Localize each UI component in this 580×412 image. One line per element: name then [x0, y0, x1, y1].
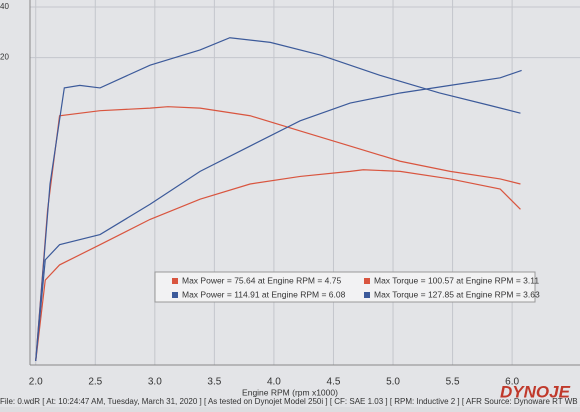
legend-label: Max Power = 114.91 at Engine RPM = 6.08	[182, 289, 346, 299]
x-tick-label: 2.0	[29, 377, 43, 388]
legend	[154, 271, 536, 303]
legend-label: Max Power = 75.64 at Engine RPM = 4.75	[182, 275, 342, 285]
legend-label: Max Torque = 127.85 at Engine RPM = 3.63	[374, 289, 540, 299]
x-tick-label: 4.5	[327, 377, 341, 388]
x-tick-label: 2.5	[88, 377, 102, 388]
series-line	[35, 69, 522, 362]
legend-swatch	[364, 278, 370, 284]
y-tick-label: 20	[0, 53, 9, 62]
legend-swatch	[364, 292, 370, 298]
legend-swatch	[172, 278, 178, 284]
series-line	[35, 169, 521, 362]
legend-swatch	[172, 292, 178, 298]
x-tick-label: 3.0	[148, 377, 162, 388]
legend-label: Max Torque = 100.57 at Engine RPM = 3.11	[374, 275, 539, 285]
series-line	[35, 37, 521, 362]
x-tick-label: 5.5	[446, 377, 460, 388]
x-tick-label: 4.0	[267, 377, 281, 388]
logo: DYNOJE	[500, 382, 571, 401]
x-axis-label: Engine RPM (rpm x1000)	[242, 387, 338, 397]
y-tick-label: 40	[0, 2, 9, 11]
x-tick-label: 3.5	[207, 377, 221, 388]
series-line	[35, 106, 521, 362]
x-tick-label: 6.0	[505, 377, 519, 388]
footer: File: 0.wdR [ At: 10:24:47 AM, Tuesday, …	[0, 397, 580, 406]
x-tick-label: 5.0	[386, 377, 400, 388]
